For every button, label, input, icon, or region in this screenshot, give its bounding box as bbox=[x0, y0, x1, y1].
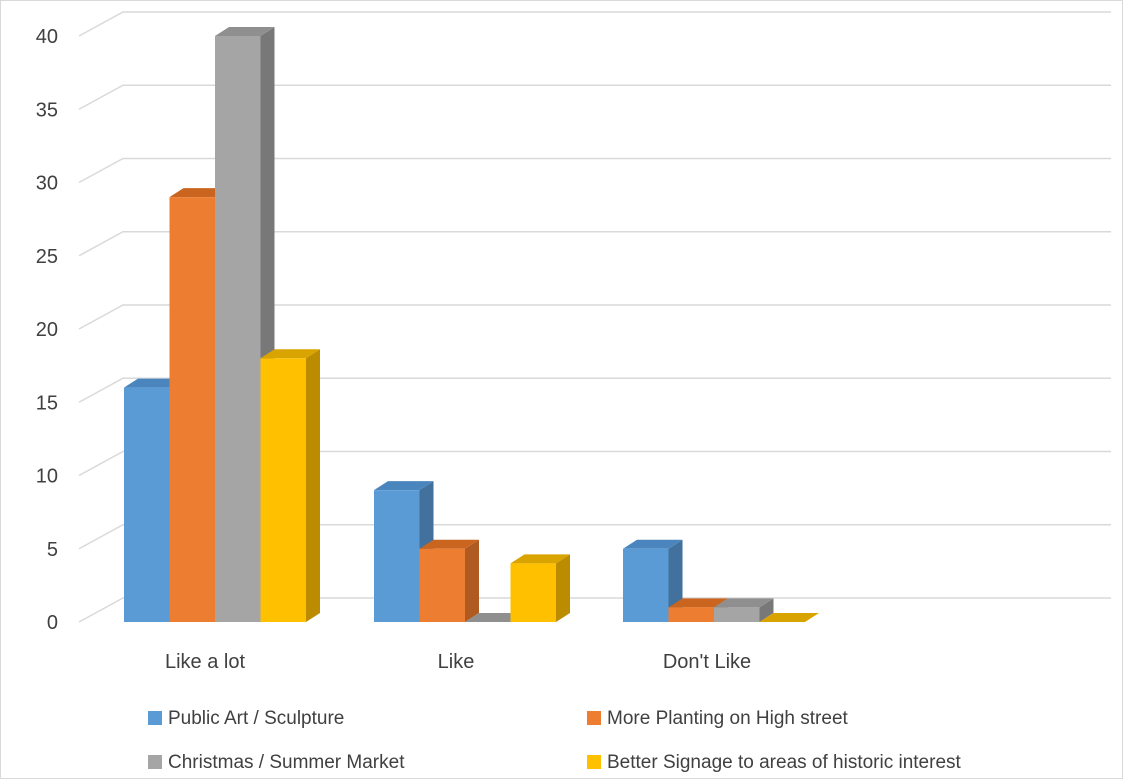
gridline bbox=[78, 377, 1111, 403]
bar bbox=[419, 539, 479, 622]
y-tick-label: 0 bbox=[47, 612, 58, 634]
legend-label: Christmas / Summer Market bbox=[168, 752, 405, 773]
legend-swatch bbox=[587, 755, 601, 769]
legend-item: Public Art / Sculpture bbox=[148, 708, 344, 729]
bar-front bbox=[215, 36, 261, 622]
legend-swatch bbox=[148, 755, 162, 769]
legend-swatch bbox=[587, 711, 601, 725]
bar bbox=[510, 554, 570, 622]
bar-front bbox=[623, 548, 669, 622]
bar-front bbox=[419, 548, 465, 622]
bar bbox=[759, 613, 819, 622]
x-axis-categories: Like a lot Like Don't Like bbox=[165, 651, 751, 673]
y-tick-label: 20 bbox=[36, 319, 58, 341]
bar-side bbox=[465, 539, 479, 622]
gridline bbox=[78, 157, 1111, 184]
bar-top bbox=[759, 613, 819, 622]
bar bbox=[623, 539, 683, 622]
gridline bbox=[78, 597, 1111, 623]
gridlines bbox=[78, 11, 1111, 623]
bar bbox=[465, 613, 525, 622]
legend-item: Better Signage to areas of historic inte… bbox=[587, 752, 962, 773]
legend-label: More Planting on High street bbox=[607, 708, 849, 729]
bar bbox=[260, 349, 320, 622]
gridline bbox=[78, 11, 1111, 37]
y-tick-label: 25 bbox=[36, 246, 58, 268]
bar-top bbox=[668, 598, 728, 608]
bar-top bbox=[465, 613, 525, 622]
y-tick-label: 30 bbox=[36, 173, 58, 195]
gridline bbox=[78, 231, 1111, 257]
bar-top bbox=[714, 598, 774, 608]
bar-front bbox=[668, 607, 714, 622]
bar-top bbox=[260, 349, 320, 359]
legend-item: Christmas / Summer Market bbox=[148, 752, 405, 773]
bar-front bbox=[260, 358, 306, 622]
gridline bbox=[78, 524, 1111, 550]
y-axis-ticks: 0 5 10 15 20 25 30 35 40 bbox=[36, 26, 58, 634]
category-label: Like bbox=[438, 651, 475, 673]
legend-label: Public Art / Sculpture bbox=[168, 708, 344, 729]
bar-side bbox=[556, 554, 570, 622]
bar-front bbox=[169, 197, 215, 622]
bar-top bbox=[419, 539, 479, 549]
legend: Public Art / Sculpture More Planting on H… bbox=[148, 708, 962, 773]
bar-side bbox=[306, 349, 320, 622]
y-tick-label: 35 bbox=[36, 99, 58, 121]
y-tick-label: 15 bbox=[36, 392, 58, 414]
bar-top bbox=[124, 378, 184, 388]
bar-top bbox=[374, 481, 434, 491]
bar-front bbox=[374, 490, 420, 622]
y-tick-label: 10 bbox=[36, 466, 58, 488]
y-tick-label: 40 bbox=[36, 26, 58, 48]
bar-front bbox=[510, 563, 556, 622]
bars bbox=[124, 27, 819, 622]
gridline bbox=[78, 450, 1111, 477]
bar-top bbox=[169, 188, 229, 198]
bar-top bbox=[215, 27, 275, 36]
category-label: Like a lot bbox=[165, 651, 245, 673]
y-tick-label: 5 bbox=[47, 539, 58, 561]
bar-top bbox=[510, 554, 570, 564]
bar-front bbox=[124, 387, 170, 622]
bar-top bbox=[623, 539, 683, 549]
bar-side bbox=[759, 598, 774, 622]
gridline bbox=[78, 84, 1111, 110]
bar-front bbox=[714, 607, 760, 622]
gridline bbox=[78, 304, 1111, 330]
legend-item: More Planting on High street bbox=[587, 708, 849, 729]
bar bbox=[714, 598, 774, 622]
category-label: Don't Like bbox=[663, 651, 751, 673]
legend-label: Better Signage to areas of historic inte… bbox=[607, 752, 962, 773]
legend-swatch bbox=[148, 711, 162, 725]
